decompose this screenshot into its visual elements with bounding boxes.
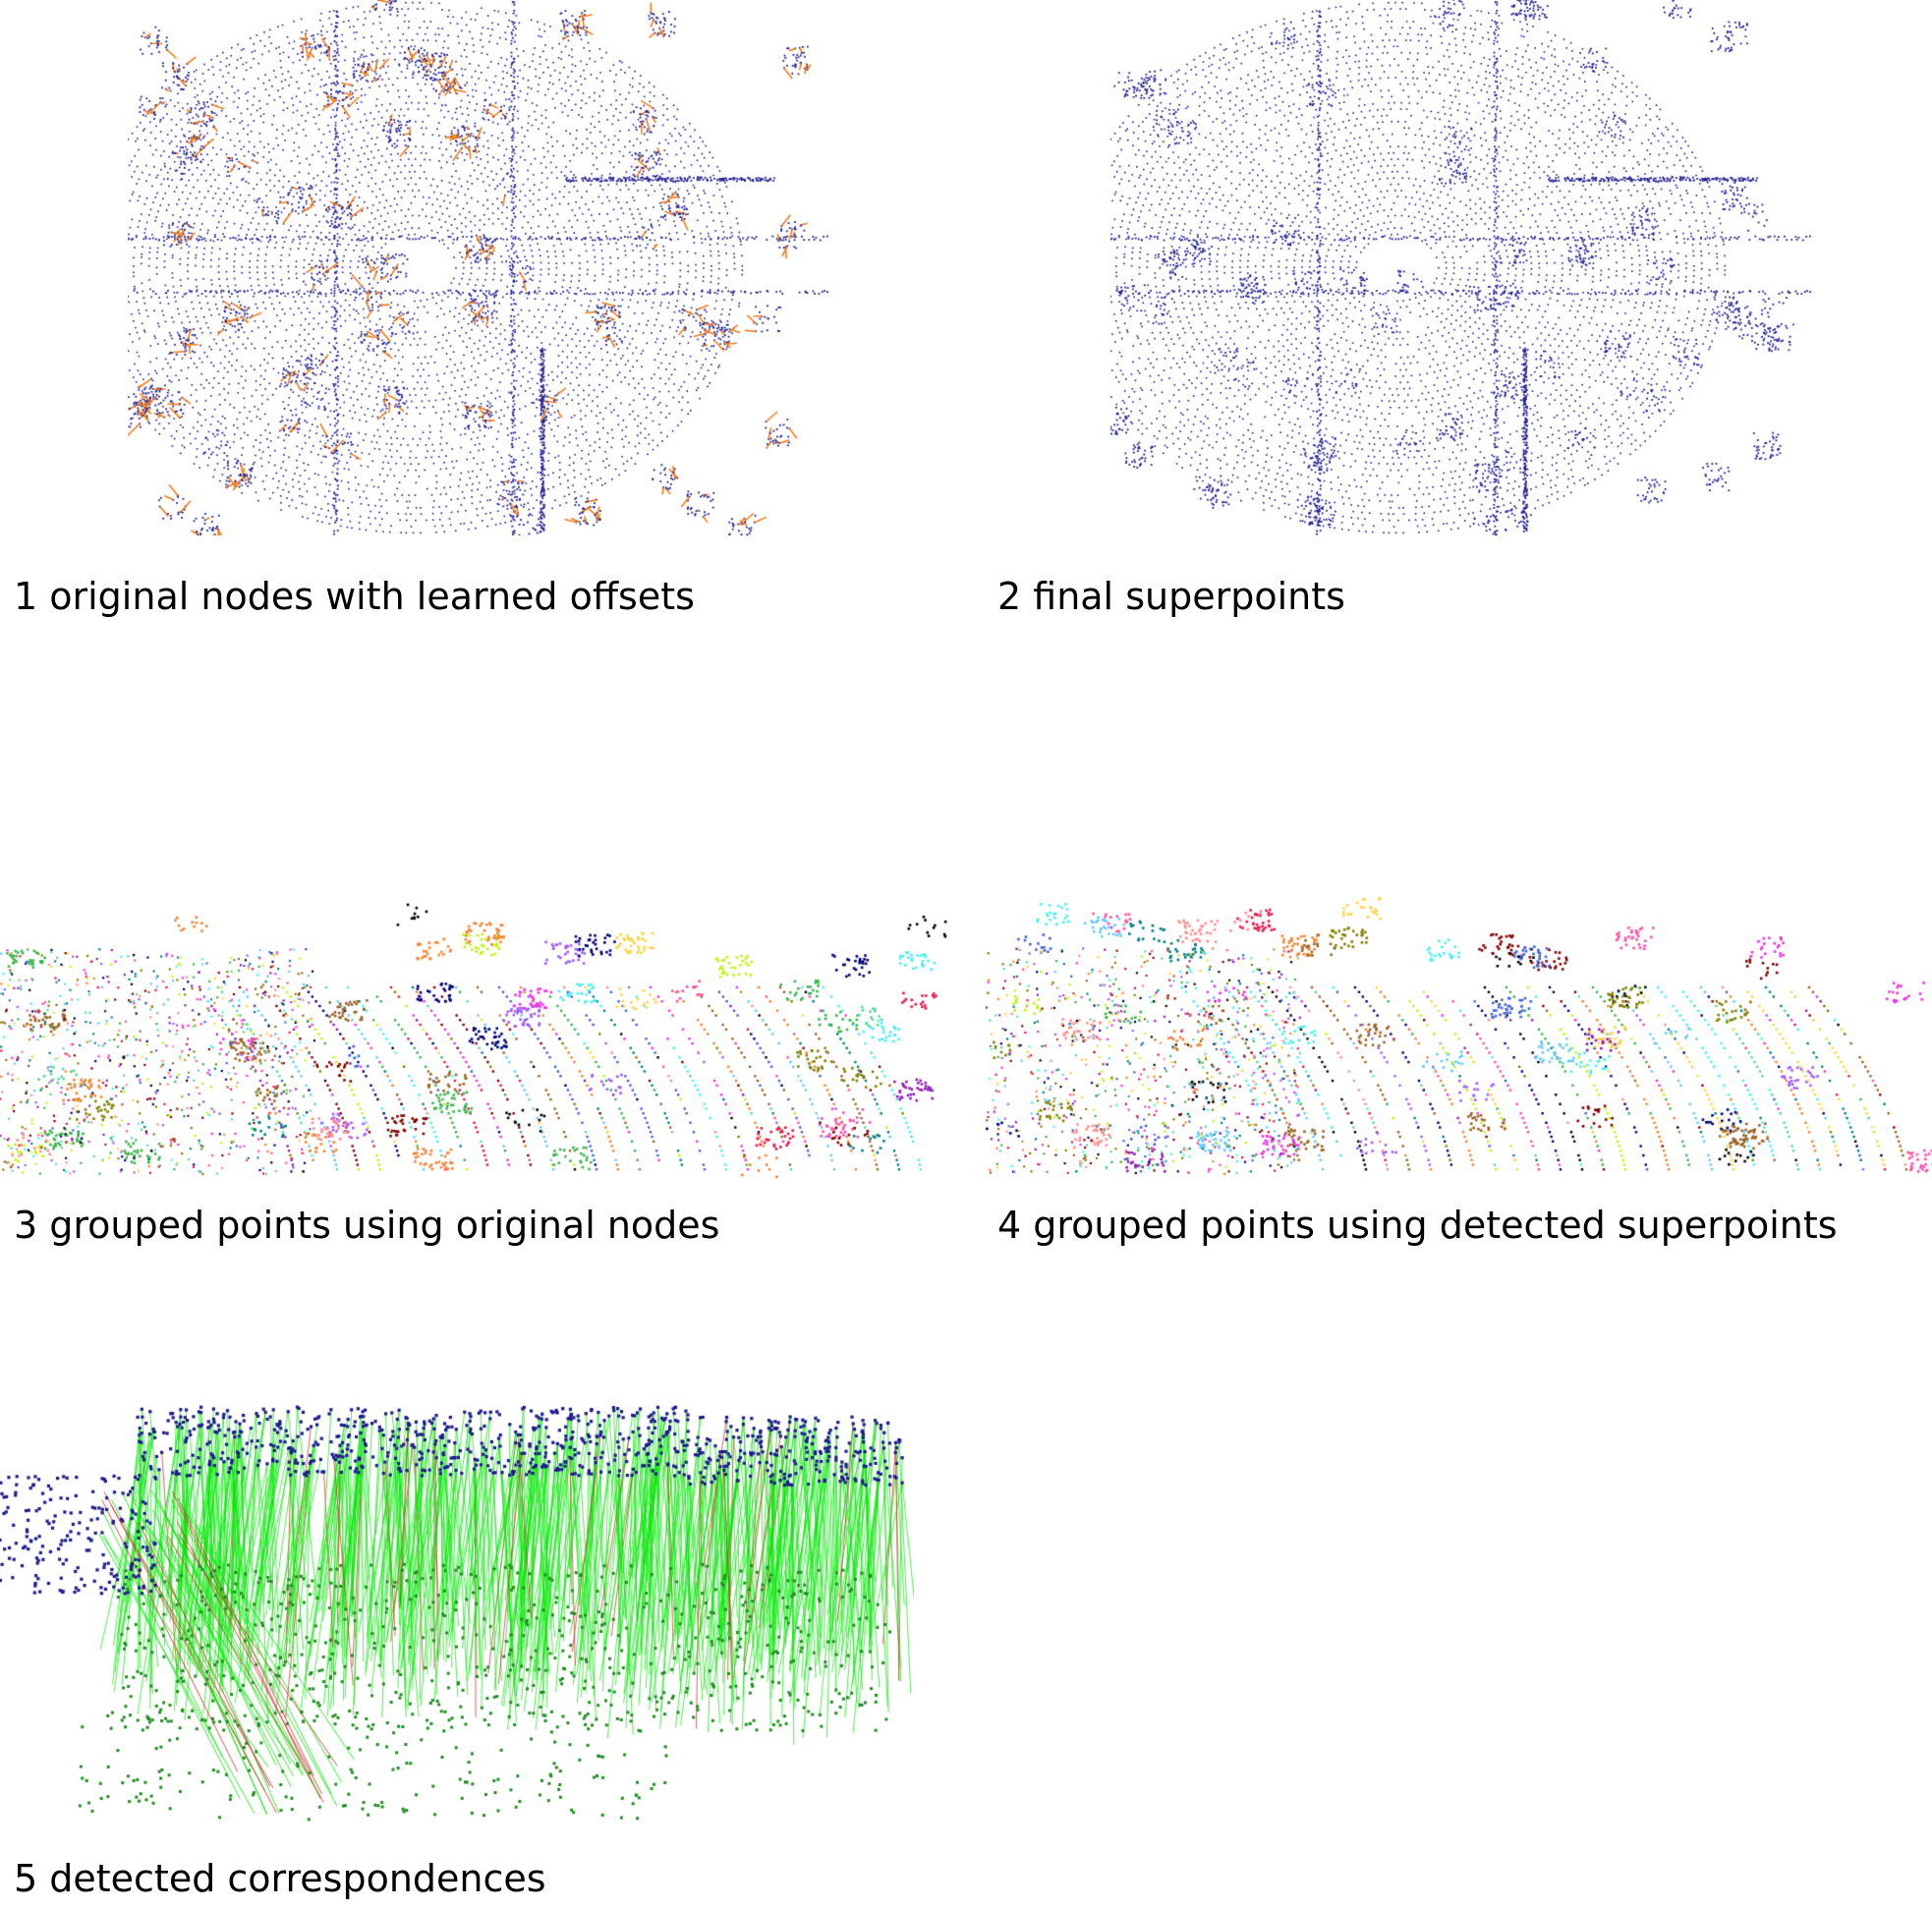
caption-correspondences: 5 detected correspondences xyxy=(14,1857,546,1900)
grouped-points-superpoints xyxy=(986,889,1932,1179)
correspondences-visualization xyxy=(0,1387,914,1825)
caption-grouped-superpoints: 4 grouped points using detected superpoi… xyxy=(997,1204,1838,1247)
caption-final-superpoints: 2 final superpoints xyxy=(997,575,1345,618)
grouped-points-original-nodes xyxy=(0,889,948,1179)
original-nodes-scatter xyxy=(128,0,845,535)
caption-grouped-original: 3 grouped points using original nodes xyxy=(14,1204,720,1247)
final-superpoints-scatter xyxy=(1110,0,1828,535)
caption-original-nodes: 1 original nodes with learned offsets xyxy=(14,575,695,618)
